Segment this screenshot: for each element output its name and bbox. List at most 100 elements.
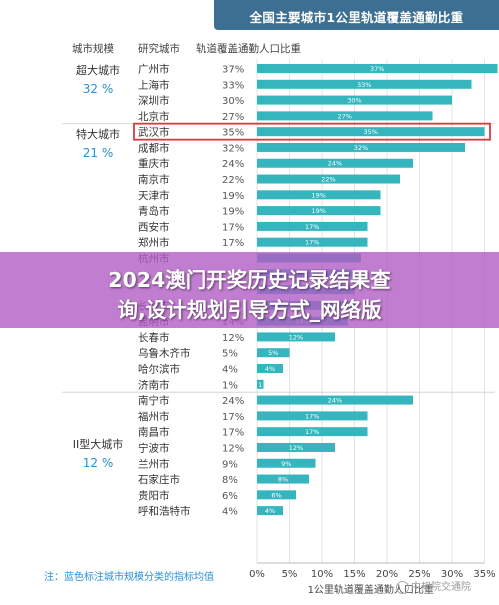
chart-title-banner: 全国主要城市1公里轨道覆盖通勤比重 <box>214 0 499 30</box>
bar-data-label: 17% <box>305 239 319 247</box>
bar <box>257 190 381 200</box>
value-label: 17% <box>222 428 244 439</box>
value-label: 27% <box>222 112 244 123</box>
value-label: 37% <box>222 65 244 76</box>
highlight-box <box>133 122 491 141</box>
bar <box>257 364 283 374</box>
group-average-value: 32 % <box>83 82 114 96</box>
bar-data-label: 24% <box>328 160 342 168</box>
bar <box>257 64 498 73</box>
city-label: 天津市 <box>138 189 170 202</box>
bar <box>257 174 400 184</box>
bar <box>257 206 381 216</box>
bar <box>257 142 465 152</box>
bar-data-label: 30% <box>347 97 361 105</box>
promo-overlay-banner: 2024澳门开奖历史记录结果查 询,设计规划引导方式_网络版 <box>0 252 499 328</box>
city-label: 青岛市 <box>138 205 170 218</box>
x-tick-label: 10% <box>311 569 333 580</box>
bar <box>257 506 283 516</box>
group-average-value: 21 % <box>83 146 114 160</box>
bar <box>257 490 296 500</box>
bar-data-label: 12% <box>289 444 303 452</box>
city-label: 贵阳市 <box>138 489 170 502</box>
column-header-share: 轨道覆盖通勤人口比重 <box>196 42 301 55</box>
watermark-text: 中规院交通院 <box>411 582 471 593</box>
watermark: 中规院交通院 <box>396 578 496 598</box>
city-label: 西安市 <box>138 220 170 233</box>
bar-data-label: 1 <box>258 381 262 389</box>
bar <box>257 95 452 105</box>
column-header-tier: 城市规模 <box>72 42 114 55</box>
bar-data-label: 17% <box>305 223 319 231</box>
overlay-text-line2: 询,设计规划引导方式_网络版 <box>117 298 382 322</box>
value-label: 35% <box>222 128 244 139</box>
value-label: 5% <box>222 349 238 360</box>
bar-data-label: 8% <box>278 476 288 484</box>
value-label: 22% <box>222 175 244 186</box>
value-label: 30% <box>222 96 244 107</box>
city-label: 郑州市 <box>138 236 170 249</box>
bar-data-label: 35% <box>364 128 378 136</box>
bar-data-label: 27% <box>338 112 352 120</box>
bar <box>257 237 368 247</box>
group-tier-label: II型大城市 <box>73 437 124 451</box>
x-tick-label: 20% <box>376 569 398 580</box>
bar <box>257 332 335 342</box>
bar-data-label: 19% <box>312 191 326 199</box>
x-tick-label: 25% <box>408 569 430 580</box>
bar <box>257 111 433 121</box>
city-label: 成都市 <box>138 141 170 154</box>
value-label: 24% <box>222 396 244 407</box>
value-label: 1% <box>222 380 238 391</box>
value-label: 4% <box>222 365 238 376</box>
value-label: 32% <box>222 143 244 154</box>
bar-data-label: 5% <box>268 349 278 357</box>
bar-data-label: 37% <box>370 65 384 73</box>
overlay-text-line1: 2024澳门开奖历史记录结果查 <box>108 268 391 292</box>
bar <box>257 395 413 405</box>
value-label: 8% <box>222 475 238 486</box>
chart-title: 全国主要城市1公里轨道覆盖通勤比重 <box>249 10 464 25</box>
column-header-city: 研究城市 <box>138 42 180 55</box>
value-label: 19% <box>222 191 244 202</box>
city-label: 上海市 <box>138 78 170 91</box>
city-label: 福州市 <box>138 410 170 423</box>
bar <box>257 379 264 389</box>
bar-data-label: 17% <box>305 412 319 420</box>
bar <box>257 79 472 89</box>
value-label: 24% <box>222 159 244 170</box>
bar-data-label: 17% <box>305 428 319 436</box>
bar <box>257 474 309 484</box>
bar-data-label: 4% <box>265 507 275 515</box>
city-label: 广州市 <box>138 63 170 76</box>
value-label: 17% <box>222 238 244 249</box>
bar <box>257 442 335 452</box>
bar <box>257 458 316 468</box>
bar-data-label: 33% <box>357 81 371 89</box>
city-label: 南京市 <box>138 173 170 186</box>
bar <box>257 221 368 231</box>
bar <box>257 411 368 421</box>
x-tick-label: 30% <box>441 569 463 580</box>
city-label: 南昌市 <box>138 426 170 439</box>
bar-data-label: 19% <box>312 207 326 215</box>
x-tick-label: 35% <box>473 569 495 580</box>
value-label: 12% <box>222 443 244 454</box>
bar-data-label: 6% <box>271 491 281 499</box>
group-average-value: 12 % <box>83 456 114 470</box>
city-label: 重庆市 <box>138 157 170 170</box>
x-tick-label: 15% <box>343 569 365 580</box>
value-label: 17% <box>222 412 244 423</box>
x-tick-label: 0% <box>249 569 265 580</box>
bar-data-label: 4% <box>265 365 275 373</box>
bar-data-label: 24% <box>328 397 342 405</box>
city-label: 长春市 <box>138 331 170 344</box>
city-label: 呼和浩特市 <box>138 505 191 518</box>
group-tier-label: 特大城市 <box>76 127 120 141</box>
bar-data-label: 12% <box>289 333 303 341</box>
city-label: 北京市 <box>138 110 170 123</box>
city-label: 武汉市 <box>138 126 170 139</box>
bar <box>257 348 290 358</box>
city-label: 乌鲁木齐市 <box>138 347 191 360</box>
value-label: 33% <box>222 80 244 91</box>
